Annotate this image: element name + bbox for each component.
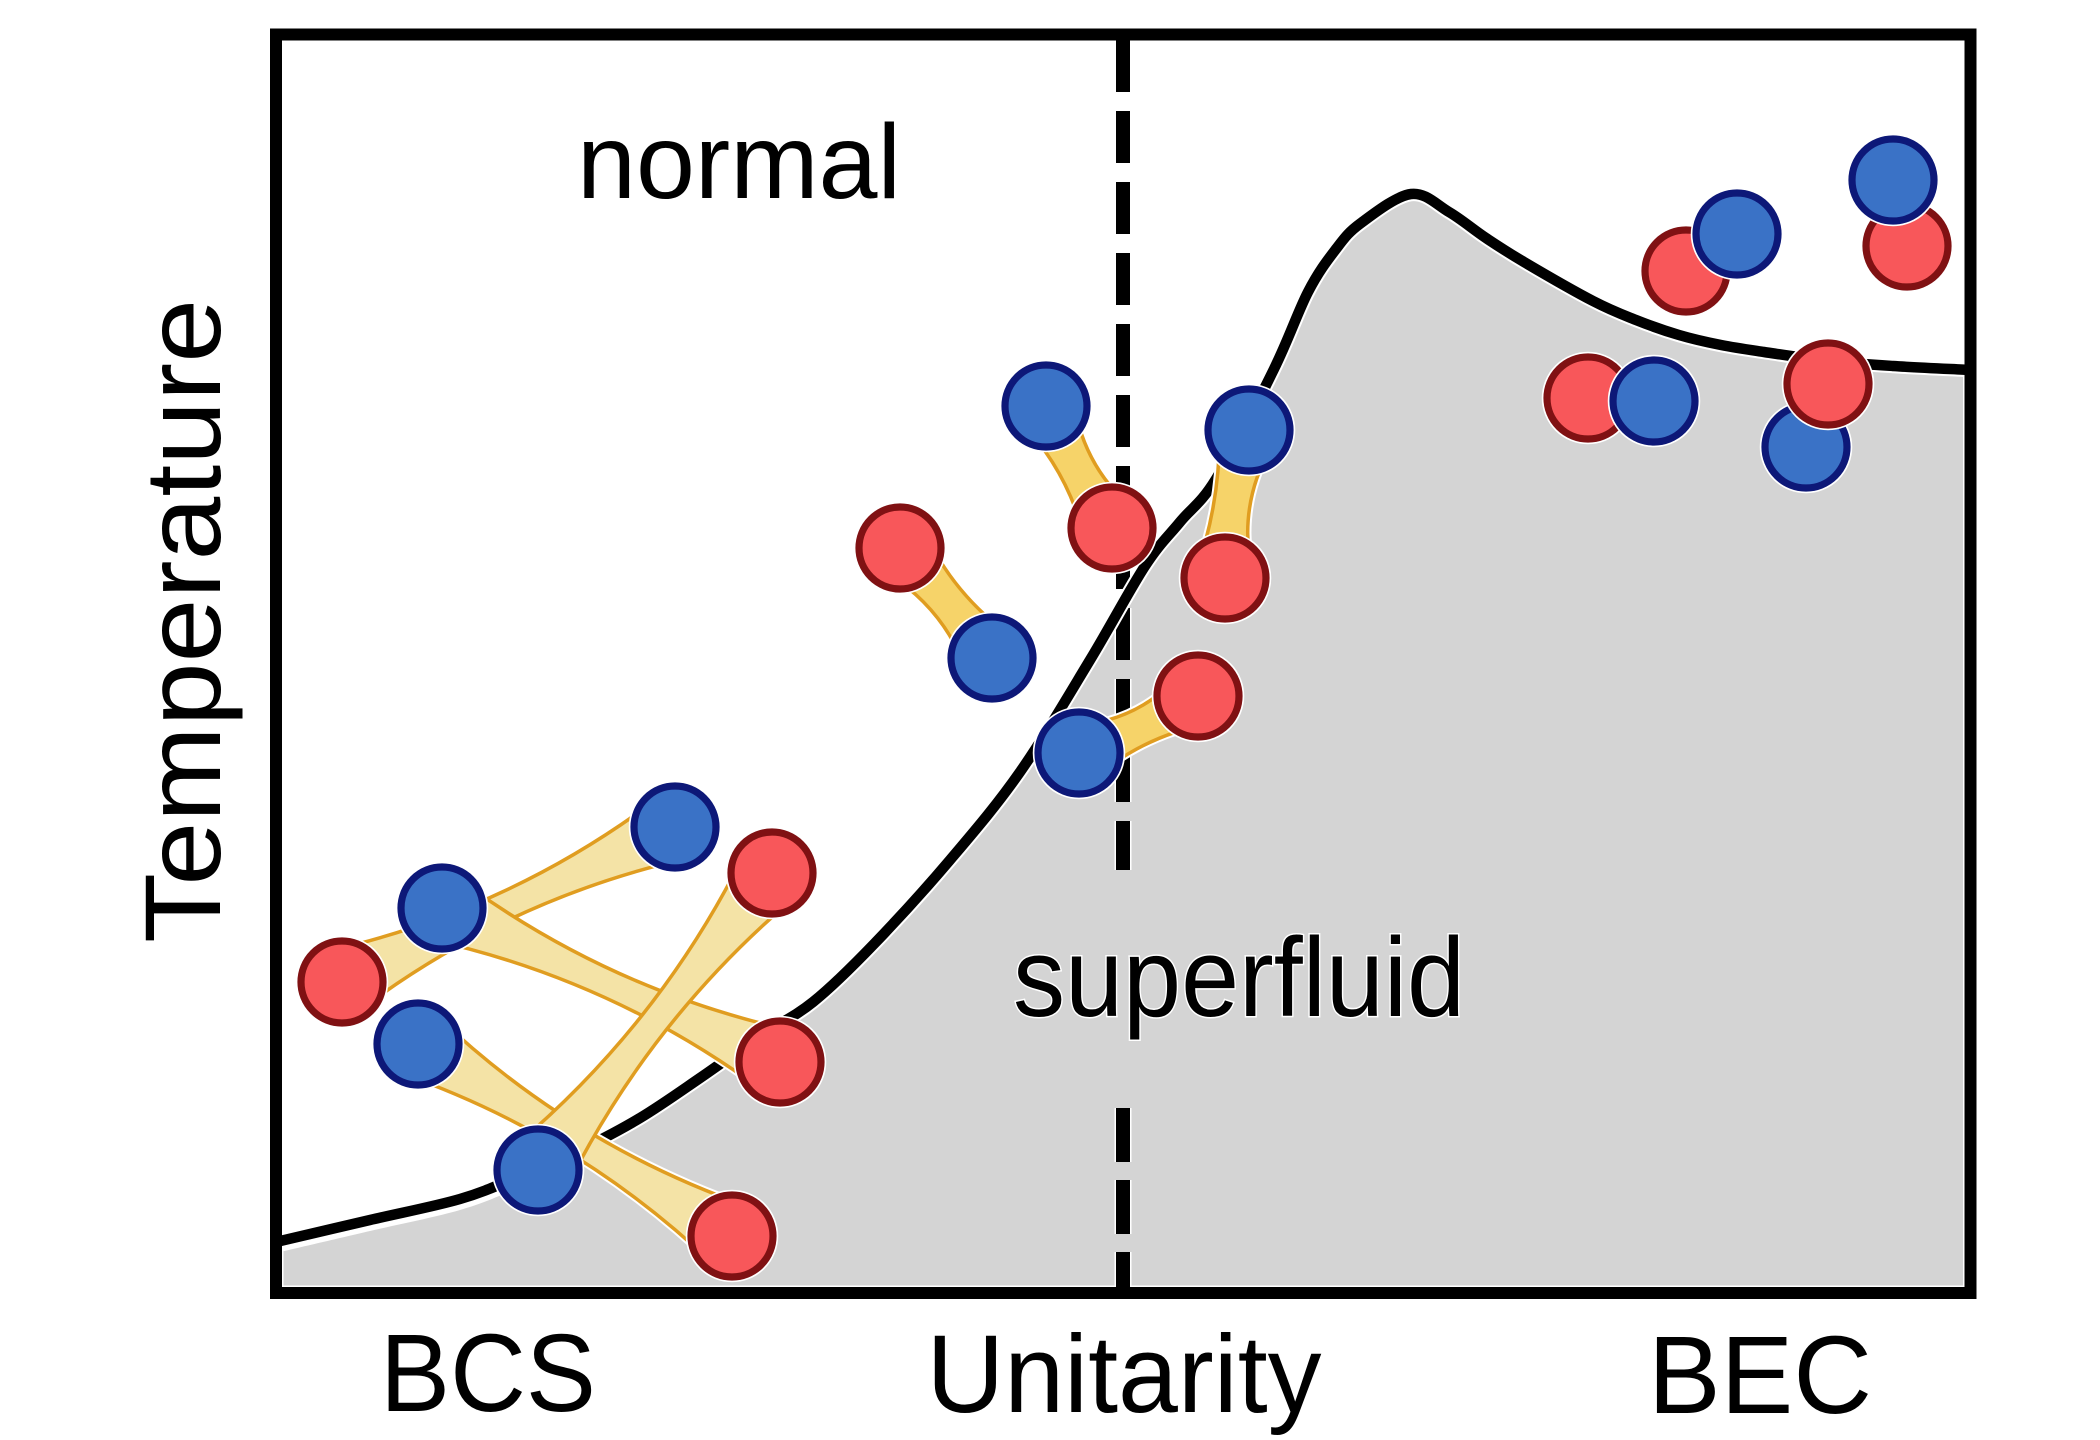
svg-text:Unitarity: Unitarity [927, 1313, 1322, 1436]
svg-text:Temperature: Temperature [122, 299, 243, 943]
svg-text:normal: normal [577, 103, 901, 221]
svg-text:BCS: BCS [380, 1312, 596, 1435]
svg-text:BEC: BEC [1648, 1314, 1872, 1437]
svg-text:superfluid: superfluid [1013, 915, 1465, 1040]
